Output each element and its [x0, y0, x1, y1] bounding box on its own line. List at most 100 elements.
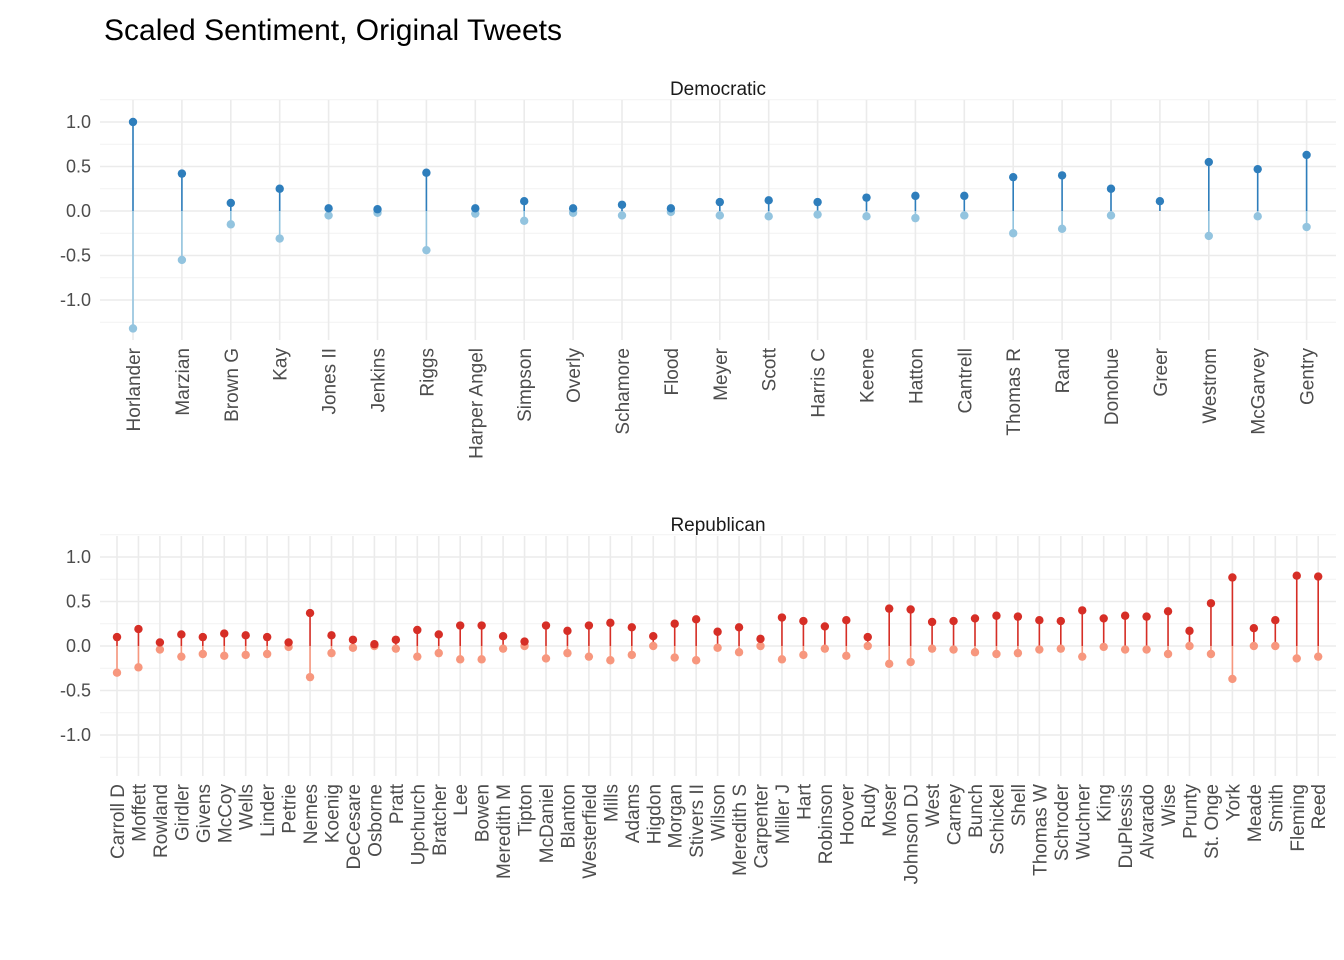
- positive-point: [305, 608, 315, 618]
- positive-point: [734, 623, 744, 632]
- negative-point: [1314, 652, 1323, 661]
- x-tick-label: Schamore: [613, 348, 634, 435]
- positive-point: [1302, 150, 1311, 160]
- positive-point: [713, 627, 722, 636]
- x-tick-label: McGarvey: [1249, 348, 1270, 435]
- negative-point: [970, 648, 980, 657]
- negative-point: [1142, 645, 1151, 654]
- positive-point: [1204, 157, 1214, 167]
- positive-point: [927, 617, 937, 627]
- negative-point: [262, 649, 272, 659]
- negative-point: [1185, 641, 1194, 651]
- negative-point: [813, 210, 822, 219]
- positive-point: [413, 625, 422, 635]
- positive-point: [813, 197, 822, 207]
- x-tick-label: Reed: [1309, 784, 1330, 829]
- panel-strip-label: Democratic: [670, 79, 766, 100]
- x-tick-label: Gentry: [1298, 348, 1319, 406]
- positive-point: [863, 632, 872, 642]
- x-tick-label: DeCesare: [344, 784, 365, 870]
- negative-point: [1057, 224, 1067, 233]
- negative-point: [241, 650, 250, 660]
- positive-point: [992, 611, 1001, 620]
- x-tick-label: Tipton: [516, 784, 537, 836]
- positive-point: [541, 621, 551, 630]
- x-tick-label: Greer: [1151, 347, 1172, 396]
- positive-point: [1035, 615, 1044, 625]
- positive-point: [456, 621, 465, 630]
- positive-point: [1057, 171, 1067, 180]
- x-tick-label: Carney: [945, 784, 966, 846]
- positive-point: [262, 632, 272, 642]
- negative-point: [327, 648, 336, 658]
- negative-point: [128, 324, 138, 333]
- positive-point: [370, 640, 379, 649]
- chart-title: Scaled Sentiment, Original Tweets: [104, 14, 562, 47]
- positive-point: [226, 198, 235, 208]
- positive-point: [1253, 164, 1262, 174]
- positive-point: [584, 621, 594, 630]
- positive-point: [764, 196, 773, 205]
- negative-point: [456, 655, 465, 664]
- positive-point: [820, 622, 830, 631]
- positive-point: [520, 197, 529, 206]
- positive-point: [606, 618, 615, 628]
- negative-point: [777, 655, 787, 664]
- x-tick-label: Schroder: [1052, 783, 1073, 861]
- x-tick-label: Schickel: [987, 784, 1008, 855]
- negative-point: [1013, 648, 1023, 658]
- x-tick-label: Petrie: [280, 784, 301, 834]
- negative-point: [842, 651, 851, 660]
- x-tick-label: Hatton: [906, 348, 927, 404]
- positive-point: [324, 204, 333, 213]
- negative-point: [226, 220, 235, 229]
- negative-point: [177, 255, 187, 265]
- positive-point: [348, 635, 358, 644]
- x-tick-label: Wilson: [709, 784, 730, 841]
- x-tick-label: Lee: [451, 784, 472, 816]
- negative-point: [1253, 212, 1262, 221]
- y-tick-label: -1.0: [60, 290, 91, 310]
- negative-point: [606, 656, 615, 665]
- x-tick-label: Cantrell: [955, 348, 976, 413]
- x-tick-label: Koenig: [323, 784, 344, 843]
- x-tick-label: Miller J: [773, 784, 794, 844]
- positive-point: [434, 630, 443, 639]
- x-tick-label: Westerfield: [580, 784, 601, 879]
- positive-point: [617, 200, 627, 209]
- x-tick-label: Smith: [1266, 784, 1287, 833]
- negative-point: [275, 234, 284, 243]
- positive-point: [1155, 197, 1165, 206]
- positive-point: [241, 631, 250, 640]
- x-tick-label: Mills: [601, 784, 622, 822]
- negative-point: [413, 652, 422, 661]
- positive-point: [1314, 572, 1323, 581]
- y-tick-label: -0.5: [60, 681, 91, 701]
- panel-democratic: 1.0 0.5 0.0 -0.5 -1.0 Democratic Horlander Marz…: [60, 79, 1336, 459]
- x-tick-label: Meredith M: [494, 784, 515, 879]
- negative-point: [734, 648, 744, 657]
- positive-point: [842, 615, 851, 625]
- positive-point: [568, 204, 578, 213]
- positive-point: [134, 624, 143, 634]
- negative-point: [1099, 642, 1108, 652]
- x-tick-label: Thomas R: [1004, 348, 1025, 436]
- positive-point: [1009, 172, 1018, 182]
- positive-point: [1163, 607, 1173, 616]
- x-tick-label: Wells: [237, 784, 258, 830]
- positive-point: [1142, 612, 1151, 621]
- x-tick-label: Simpson: [515, 348, 536, 422]
- positive-point: [1056, 616, 1066, 626]
- positive-point: [1078, 606, 1087, 615]
- negative-point: [764, 212, 773, 221]
- negative-point: [112, 668, 122, 677]
- negative-point: [563, 648, 572, 658]
- negative-point: [1302, 222, 1311, 232]
- positive-point: [1206, 599, 1216, 608]
- x-tick-label: Jenkins: [369, 348, 390, 412]
- x-tick-label: Thomas W: [1030, 784, 1051, 876]
- negative-point: [155, 645, 165, 654]
- negative-point: [1206, 649, 1216, 659]
- negative-point: [617, 211, 627, 220]
